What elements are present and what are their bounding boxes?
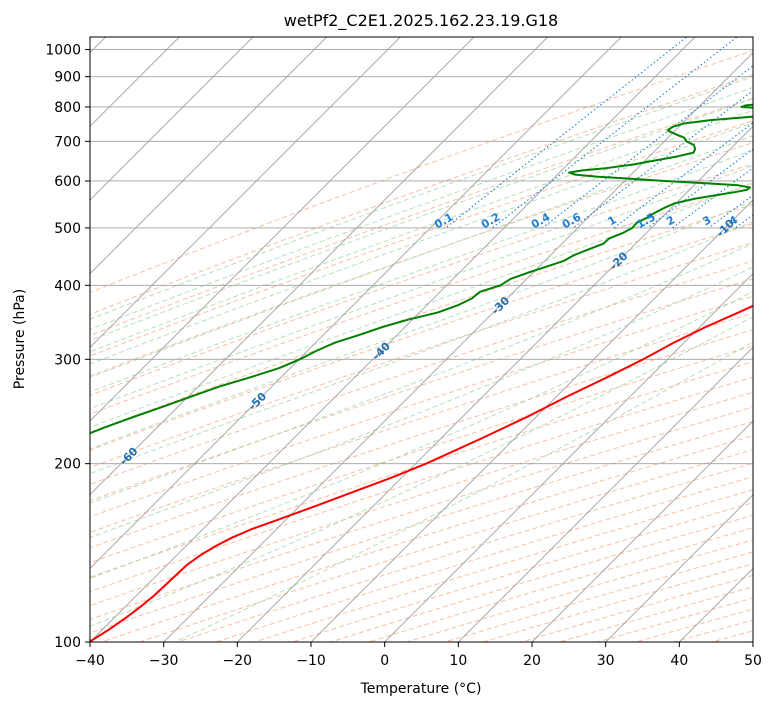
isotherm bbox=[90, 37, 475, 422]
isotherm bbox=[90, 37, 254, 201]
isotherm-label: -60 bbox=[117, 445, 140, 468]
x-tick-label: −30 bbox=[149, 653, 179, 669]
mixing-ratio-line bbox=[708, 194, 753, 229]
mixing-ratio-line bbox=[445, 37, 688, 229]
isotherm bbox=[90, 37, 549, 496]
x-tick-label: 0 bbox=[380, 653, 389, 669]
moist-adiabat bbox=[173, 341, 753, 642]
isotherm bbox=[90, 37, 622, 569]
mixing-ratio-label: 2 bbox=[664, 213, 677, 228]
isotherm-label: -30 bbox=[489, 294, 512, 317]
dry-adiabat bbox=[90, 391, 753, 607]
dry-adiabat bbox=[90, 278, 753, 502]
isotherm bbox=[90, 37, 180, 127]
isotherm bbox=[384, 273, 753, 642]
dry-adiabat bbox=[557, 586, 753, 642]
dry-adiabat bbox=[481, 563, 753, 642]
x-tick-label: −40 bbox=[75, 653, 105, 669]
x-tick-label: 30 bbox=[597, 653, 615, 669]
dry-adiabat bbox=[90, 183, 753, 415]
plot-frame bbox=[89, 36, 754, 643]
moist-adiabat bbox=[90, 181, 753, 428]
isotherm bbox=[310, 199, 753, 642]
dry-adiabat bbox=[672, 619, 753, 642]
mixing-ratio-line bbox=[734, 214, 753, 229]
y-tick-label: 500 bbox=[54, 221, 81, 237]
y-tick-label: 1000 bbox=[45, 43, 81, 59]
x-tick-label: 10 bbox=[449, 653, 467, 669]
isotherm bbox=[457, 346, 753, 642]
isotherm bbox=[90, 37, 696, 642]
chart-title: wetPf2_C2E1.2025.162.23.19.G18 bbox=[284, 11, 558, 31]
y-tick-label: 400 bbox=[54, 278, 81, 294]
x-axis-label: Temperature (°C) bbox=[360, 681, 482, 697]
dry-adiabat bbox=[764, 25, 775, 669]
dry-adiabat bbox=[90, 50, 753, 293]
mixing-ratio-line bbox=[492, 37, 738, 229]
dry-adiabat bbox=[90, 223, 753, 451]
moist-adiabat bbox=[90, 76, 753, 320]
dry-adiabat bbox=[290, 502, 753, 642]
isotherm bbox=[90, 37, 401, 348]
dewpoint-line bbox=[90, 103, 753, 435]
mixing-ratio-label: 6 bbox=[766, 213, 775, 228]
x-tick-label: 40 bbox=[670, 653, 688, 669]
y-tick-label: 900 bbox=[54, 70, 81, 86]
dry-adiabat bbox=[90, 97, 753, 337]
mixing-ratio-label: 1 bbox=[606, 213, 619, 228]
moist-adiabat bbox=[90, 242, 753, 504]
isotherm bbox=[605, 494, 753, 642]
temperature-line bbox=[90, 304, 753, 642]
isotherm bbox=[90, 37, 328, 275]
isotherm bbox=[531, 420, 753, 642]
x-axis-ticks: −40 −30 −20 −10 0 10 20 30 40 50 bbox=[75, 642, 762, 669]
x-tick-label: 20 bbox=[523, 653, 541, 669]
isotherm bbox=[678, 567, 753, 642]
dry-adiabat bbox=[748, 640, 753, 642]
mixing-ratio-lines bbox=[445, 37, 753, 229]
x-tick-label: 50 bbox=[744, 653, 762, 669]
dry-adiabat bbox=[90, 376, 753, 593]
dry-adiabat bbox=[100, 435, 753, 642]
moist-adiabat bbox=[90, 200, 753, 450]
mixing-ratio-line bbox=[672, 167, 753, 229]
dry-adiabat bbox=[90, 241, 753, 469]
y-tick-label: 200 bbox=[54, 457, 81, 473]
dry-adiabat bbox=[90, 74, 753, 315]
y-axis-label: Pressure (hPa) bbox=[12, 289, 28, 389]
dry-adiabat bbox=[90, 203, 753, 433]
y-tick-label: 800 bbox=[54, 100, 81, 116]
y-axis-ticks: 100 200 300 400 500 600 700 800 900 1000 bbox=[45, 43, 90, 651]
dry-adiabat bbox=[176, 462, 753, 642]
x-tick-label: −10 bbox=[296, 653, 326, 669]
moist-adiabat bbox=[90, 266, 753, 539]
dry-adiabat bbox=[90, 120, 753, 357]
moist-adiabat bbox=[90, 98, 753, 341]
y-tick-label: 700 bbox=[54, 134, 81, 150]
y-tick-label: 300 bbox=[54, 352, 81, 368]
y-tick-label: 600 bbox=[54, 174, 81, 190]
moist-adiabat bbox=[90, 220, 753, 475]
profile-lines bbox=[90, 103, 753, 642]
mixing-ratio-line bbox=[542, 65, 753, 229]
isotherm-label: -70 bbox=[0, 497, 15, 520]
line-labels: 0.10.20.40.611.52346810131620253036-100-… bbox=[0, 210, 775, 520]
y-tick-label: 100 bbox=[54, 635, 81, 651]
isotherm bbox=[236, 125, 753, 642]
dry-adiabat bbox=[90, 361, 753, 578]
x-tick-label: −20 bbox=[223, 653, 253, 669]
moist-adiabat bbox=[90, 291, 753, 579]
moist-adiabat bbox=[90, 86, 753, 331]
isotherm-label: -50 bbox=[246, 390, 269, 413]
